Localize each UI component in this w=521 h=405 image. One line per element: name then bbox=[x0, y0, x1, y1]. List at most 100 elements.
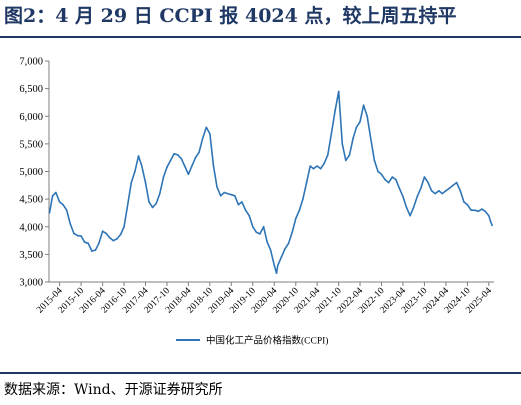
data-point bbox=[369, 137, 372, 140]
data-point bbox=[398, 187, 401, 189]
data-point bbox=[252, 226, 254, 228]
data-point bbox=[448, 187, 451, 189]
data-point bbox=[459, 190, 462, 192]
data-point bbox=[280, 256, 283, 258]
data-point bbox=[489, 220, 492, 222]
data-point bbox=[234, 195, 236, 197]
data-point bbox=[341, 143, 344, 145]
data-point bbox=[112, 239, 115, 242]
data-point bbox=[484, 210, 487, 213]
data-point bbox=[209, 133, 211, 135]
data-point bbox=[226, 192, 229, 195]
data-point bbox=[455, 181, 458, 184]
data-point bbox=[366, 115, 369, 118]
data-point bbox=[116, 238, 118, 240]
data-point bbox=[409, 214, 411, 217]
data-point bbox=[291, 231, 294, 234]
data-point bbox=[119, 233, 122, 236]
data-point bbox=[177, 154, 179, 156]
data-point bbox=[352, 137, 354, 140]
data-point bbox=[362, 104, 365, 106]
data-point bbox=[327, 154, 329, 156]
data-point bbox=[58, 201, 61, 203]
data-point bbox=[248, 214, 250, 217]
data-point bbox=[405, 206, 408, 209]
data-point bbox=[134, 170, 136, 173]
data-point bbox=[348, 154, 351, 156]
source-rule bbox=[0, 372, 521, 374]
series-line-ccpi bbox=[48, 90, 493, 274]
data-point bbox=[237, 203, 240, 206]
data-point bbox=[412, 206, 415, 209]
data-point bbox=[434, 192, 437, 195]
data-point bbox=[402, 195, 404, 198]
data-point bbox=[266, 241, 269, 243]
data-point bbox=[123, 226, 125, 228]
data-point bbox=[48, 212, 51, 214]
data-point bbox=[65, 209, 68, 211]
data-point bbox=[298, 209, 301, 211]
data-point bbox=[416, 195, 419, 198]
data-point bbox=[148, 201, 150, 203]
data-point bbox=[259, 233, 261, 235]
data-point bbox=[137, 155, 140, 157]
data-point bbox=[473, 209, 476, 211]
data-point bbox=[80, 235, 82, 237]
data-point bbox=[377, 170, 379, 173]
figure-title: 图2：4 月 29 日 CCPI 报 4024 点，较上周五持平 bbox=[4, 5, 457, 27]
data-point bbox=[273, 264, 276, 267]
data-point bbox=[319, 167, 322, 170]
data-point bbox=[101, 230, 104, 232]
data-point bbox=[62, 203, 64, 206]
data-point bbox=[287, 242, 290, 245]
data-point bbox=[373, 159, 376, 162]
data-point bbox=[187, 173, 190, 176]
data-point bbox=[445, 190, 447, 192]
data-point bbox=[183, 165, 186, 167]
y-tick-label: 5,000 bbox=[19, 167, 43, 178]
data-point bbox=[337, 90, 340, 93]
y-tick-label: 6,000 bbox=[19, 112, 43, 123]
data-point bbox=[463, 201, 465, 203]
y-tick-label: 4,500 bbox=[19, 195, 43, 206]
data-point bbox=[216, 186, 218, 188]
ccpi-line-chart: 3,000 3,500 4,000 4,500 5,000 5,500 6,000 6,500… bbox=[19, 57, 494, 347]
data-point bbox=[488, 214, 490, 217]
data-point bbox=[355, 126, 358, 129]
data-point bbox=[76, 234, 79, 237]
data-point bbox=[395, 179, 397, 181]
data-point bbox=[155, 202, 157, 205]
data-point bbox=[241, 201, 243, 203]
data-point bbox=[384, 179, 387, 181]
data-point bbox=[162, 176, 165, 178]
data-point bbox=[244, 209, 247, 211]
title-rule bbox=[0, 36, 521, 38]
data-point bbox=[452, 184, 454, 187]
data-point bbox=[427, 181, 429, 184]
data-point bbox=[262, 226, 265, 228]
data-point bbox=[466, 203, 469, 206]
data-point bbox=[477, 210, 480, 213]
data-point bbox=[126, 203, 129, 206]
data-point bbox=[94, 249, 97, 251]
data-point bbox=[166, 166, 168, 168]
data-point bbox=[330, 132, 333, 134]
data-point bbox=[438, 190, 440, 192]
data-point bbox=[302, 198, 304, 200]
data-point bbox=[316, 165, 319, 167]
data-point bbox=[194, 156, 197, 159]
data-point bbox=[191, 165, 193, 167]
data-point bbox=[323, 162, 326, 164]
data-point bbox=[295, 217, 297, 220]
y-tick-label: 7,000 bbox=[19, 57, 43, 68]
data-point bbox=[98, 242, 100, 245]
data-point bbox=[83, 241, 86, 243]
y-axis: 3,000 3,500 4,000 4,500 5,000 5,500 6,000 6,500… bbox=[19, 57, 50, 289]
data-point bbox=[151, 206, 154, 209]
y-tick-label: 6,500 bbox=[19, 84, 43, 95]
data-point bbox=[55, 191, 57, 194]
data-point bbox=[73, 232, 75, 235]
data-point bbox=[223, 191, 226, 194]
series-layer bbox=[48, 90, 493, 274]
data-point bbox=[359, 121, 361, 123]
